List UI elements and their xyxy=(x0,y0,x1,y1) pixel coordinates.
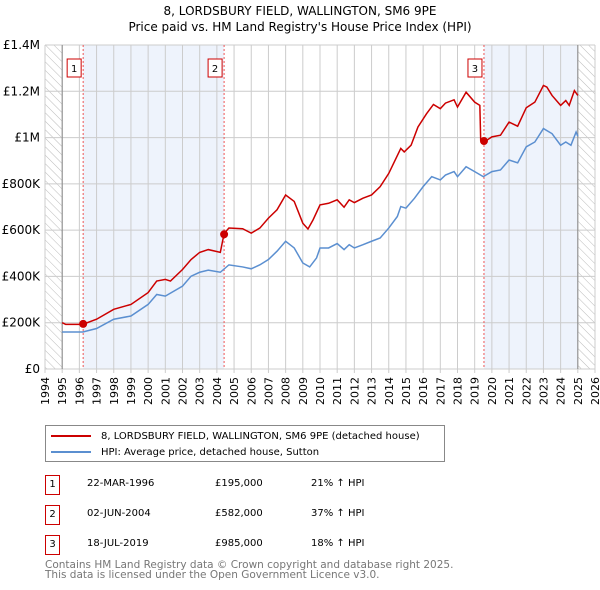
y-tick-label: £1.4M xyxy=(3,38,40,52)
x-tick-label: 2026 xyxy=(589,377,600,405)
y-tick-label: £0 xyxy=(25,362,40,376)
transaction-number: 2 xyxy=(45,505,60,525)
sale-period-band xyxy=(483,45,578,369)
property-price-line xyxy=(61,84,579,326)
transaction-number: 3 xyxy=(45,535,60,555)
x-tick-label: 2018 xyxy=(452,377,465,405)
x-tick-label: 2012 xyxy=(348,377,361,405)
x-tick-label: 1996 xyxy=(73,377,86,405)
x-tick-label: 1999 xyxy=(125,377,138,405)
y-tick-label: £800K xyxy=(2,177,42,191)
x-tick-label: 1995 xyxy=(56,377,69,405)
property-line-swatch xyxy=(51,435,91,437)
x-tick-label: 2011 xyxy=(331,377,344,405)
transaction-price: £582,000 xyxy=(215,508,263,519)
footer-line2: This data is licensed under the Open Gov… xyxy=(45,569,380,581)
y-tick-label: £1.2M xyxy=(3,84,40,98)
sale-point xyxy=(79,319,88,328)
x-tick-label: 2023 xyxy=(537,377,550,405)
x-tick-label: 2003 xyxy=(194,377,207,405)
x-tick-label: 2020 xyxy=(486,377,499,405)
legend: 8, LORDSBURY FIELD, WALLINGTON, SM6 9PE … xyxy=(45,425,445,462)
price-chart: 1994 1995 1996 1997 1998 1999 2000 2001 2002 2003… xyxy=(2,38,600,405)
sale-point xyxy=(220,230,229,239)
transaction-row: 2 02-JUN-2004 £582,000 37% ↑ HPI xyxy=(45,505,445,525)
footer: Contains HM Land Registry data © Crown c… xyxy=(45,559,454,581)
y-tick-label: £1M xyxy=(14,131,40,145)
sale-label: 2 xyxy=(212,64,218,75)
transaction-hpi-diff: 37% ↑ HPI xyxy=(311,508,365,519)
sale-label-border xyxy=(467,58,483,78)
x-tick-label: 2007 xyxy=(262,377,275,405)
x-tick-label: 2008 xyxy=(280,377,293,405)
x-tick-label: 2021 xyxy=(503,377,516,405)
sale-label-border xyxy=(207,58,223,78)
x-tick-label: 2022 xyxy=(520,377,533,405)
transaction-date: 02-JUN-2004 xyxy=(87,508,151,519)
x-tick-label: 2013 xyxy=(366,377,379,405)
hpi-line xyxy=(62,127,579,333)
chart-subtitle: Price paid vs. HM Land Registry's House … xyxy=(128,20,472,34)
x-tick-label: 2016 xyxy=(417,377,430,405)
x-tick-label: 1998 xyxy=(108,377,121,405)
x-tick-label: 2002 xyxy=(177,377,190,405)
transaction-row: 1 22-MAR-1996 £195,000 21% ↑ HPI xyxy=(45,475,445,495)
x-tick-label: 2005 xyxy=(228,377,241,405)
x-tick-label: 2019 xyxy=(469,377,482,405)
sale-period-band xyxy=(83,45,225,369)
x-tick-label: 2000 xyxy=(142,377,155,405)
legend-hpi: HPI: Average price, detached house, Sutt… xyxy=(101,446,320,458)
transaction-price: £195,000 xyxy=(215,478,263,489)
footer-line1: Contains HM Land Registry data © Crown c… xyxy=(45,559,454,571)
x-tick-label: 2010 xyxy=(314,377,327,405)
hpi-line-swatch xyxy=(51,451,91,453)
no-data-hatch xyxy=(45,45,63,369)
no-data-hatch xyxy=(577,45,595,369)
x-tick-label: 2009 xyxy=(297,377,310,405)
sale-point xyxy=(479,137,488,146)
legend-property: 8, LORDSBURY FIELD, WALLINGTON, SM6 9PE … xyxy=(101,430,420,442)
x-tick-label: 2006 xyxy=(245,377,258,405)
transaction-date: 18-JUL-2019 xyxy=(87,538,149,549)
chart-title: 8, LORDSBURY FIELD, WALLINGTON, SM6 9PE xyxy=(163,4,437,18)
x-tick-label: 2014 xyxy=(383,377,396,405)
x-tick-label: 2024 xyxy=(555,377,568,405)
x-tick-label: 1994 xyxy=(39,377,52,405)
sale-label-box: 2 xyxy=(207,58,223,78)
y-tick-label: £400K xyxy=(2,269,42,283)
x-tick-label: 2004 xyxy=(211,377,224,405)
transaction-hpi-diff: 18% ↑ HPI xyxy=(311,538,365,549)
x-tick-label: 2017 xyxy=(434,377,447,405)
transaction-hpi-diff: 21% ↑ HPI xyxy=(311,478,365,489)
y-tick-label: £200K xyxy=(2,316,42,330)
x-tick-label: 2015 xyxy=(400,377,413,405)
x-tick-label: 1997 xyxy=(91,377,104,405)
sale-label: 1 xyxy=(71,64,77,75)
transaction-row: 3 18-JUL-2019 £985,000 18% ↑ HPI xyxy=(45,535,445,555)
x-tick-label: 2025 xyxy=(572,377,585,405)
x-tick-label: 2001 xyxy=(159,377,172,405)
sale-label-box: 3 xyxy=(467,58,483,78)
transaction-price: £985,000 xyxy=(215,538,263,549)
y-tick-label: £600K xyxy=(2,223,42,237)
transaction-number: 1 xyxy=(45,475,60,495)
transaction-date: 22-MAR-1996 xyxy=(87,478,155,489)
sale-label: 3 xyxy=(472,64,478,75)
sale-label-border xyxy=(66,58,82,78)
sale-label-box: 1 xyxy=(66,58,82,78)
